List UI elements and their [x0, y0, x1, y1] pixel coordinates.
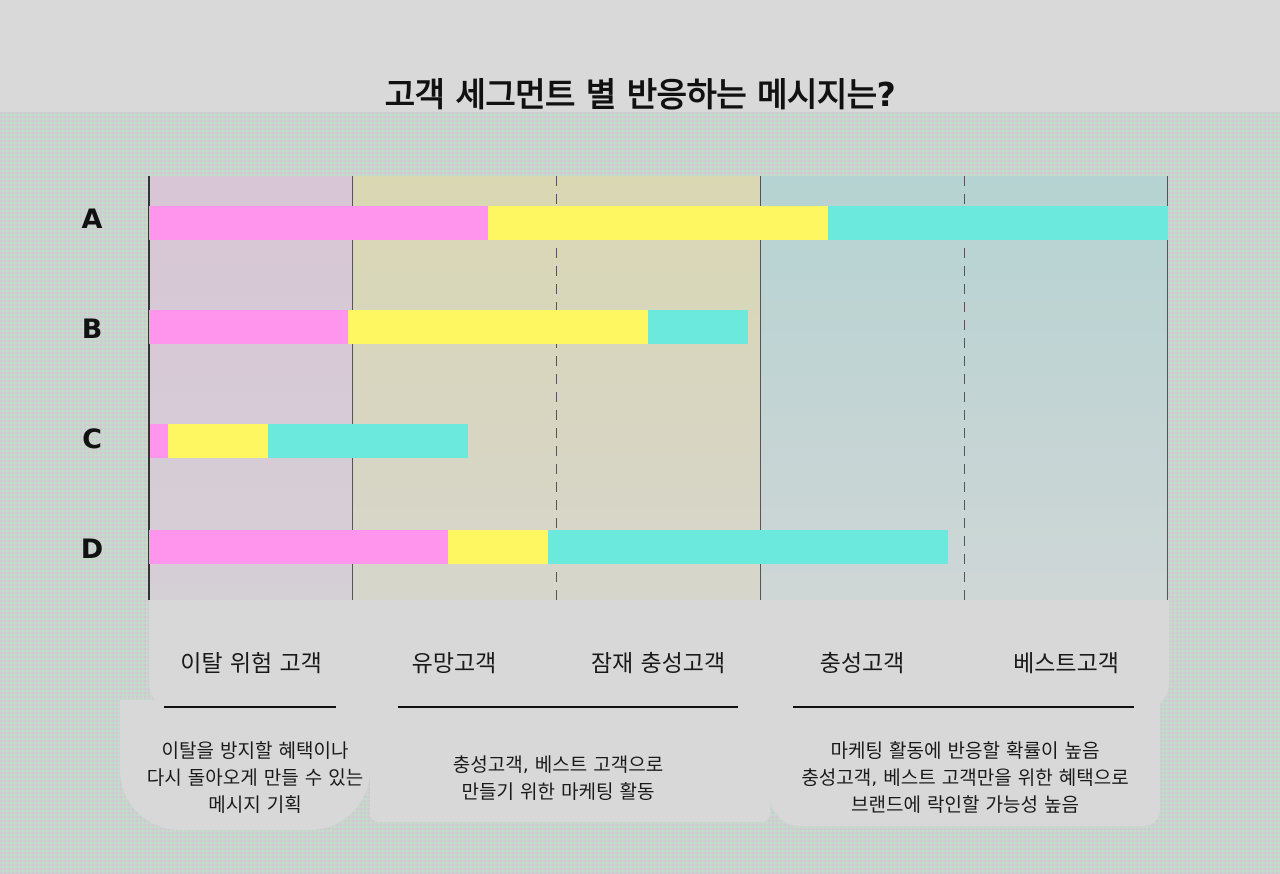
bar-c-pink — [150, 424, 168, 458]
segment-label-promising: 유망고객 — [411, 651, 497, 677]
segment-label-churn-risk: 이탈 위험 고객 — [180, 651, 322, 677]
bar-b-cyan — [648, 310, 748, 344]
description-promising: 충성고객, 베스트 고객으로 만들기 위한 마케팅 활동 — [452, 754, 664, 803]
title-band — [0, 0, 1280, 112]
row-label-a: A — [81, 204, 103, 235]
bar-d-pink — [149, 530, 448, 564]
divider-middle — [398, 706, 738, 708]
description-loyal: 마케팅 활동에 반응할 확률이 높음 충성고객, 베스트 고객만을 위한 혜택으… — [801, 740, 1129, 816]
gridline-solid — [1167, 176, 1168, 600]
gridline-solid — [760, 176, 761, 600]
description-churn-risk: 이탈을 방지할 혜택이나 다시 돌아오게 만들 수 있는 메시지 기획 — [146, 740, 364, 816]
row-label-c: C — [82, 424, 102, 455]
gridline-dashed — [964, 176, 965, 600]
gridline-solid — [352, 176, 353, 600]
chart-title: 고객 세그먼트 별 반응하는 메시지는? — [384, 75, 896, 114]
gridline-dashed — [556, 176, 557, 600]
segment-label-panel — [149, 598, 1169, 708]
bar-a-yellow — [488, 206, 828, 240]
row-label-d: D — [80, 534, 104, 565]
bar-b-yellow — [348, 310, 648, 344]
segment-label-potential-loyal: 잠재 충성고객 — [590, 651, 726, 677]
bar-b — [149, 310, 748, 344]
bar-a-pink — [149, 206, 488, 240]
row-label-b: B — [81, 314, 103, 345]
y-axis-line — [148, 176, 150, 600]
description-panel-right — [770, 700, 1160, 826]
bar-d — [149, 530, 948, 564]
divider-left — [164, 706, 336, 708]
bar-d-cyan — [548, 530, 948, 564]
bar-a-cyan — [828, 206, 1168, 240]
segment-label-best: 베스트고객 — [1013, 651, 1119, 677]
description-panel-left — [120, 700, 370, 830]
bar-b-pink — [149, 310, 348, 344]
bar-c-yellow — [168, 424, 268, 458]
segment-label-loyal: 충성고객 — [819, 651, 905, 677]
bar-d-yellow — [448, 530, 548, 564]
description-panel-middle — [370, 700, 770, 822]
band-churn-risk — [149, 176, 352, 600]
bar-a — [149, 206, 1168, 240]
bar-c-cyan — [268, 424, 468, 458]
divider-right — [793, 706, 1134, 708]
bar-c — [150, 424, 468, 458]
